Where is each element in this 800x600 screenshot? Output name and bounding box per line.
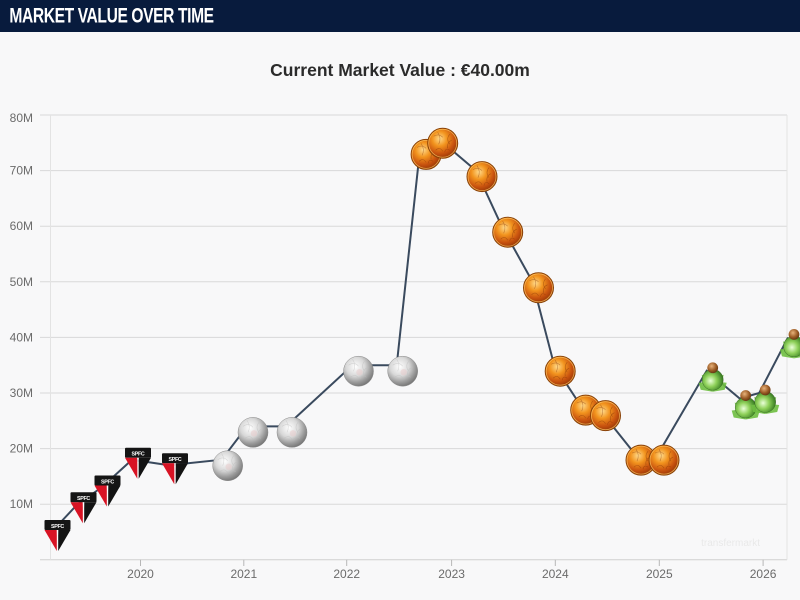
svg-text:30M: 30M bbox=[10, 386, 33, 400]
svg-text:2020: 2020 bbox=[127, 567, 154, 581]
svg-text:10M: 10M bbox=[10, 497, 33, 511]
svg-text:50M: 50M bbox=[10, 275, 33, 289]
svg-text:20M: 20M bbox=[10, 442, 33, 456]
svg-text:60M: 60M bbox=[10, 219, 33, 233]
svg-text:40M: 40M bbox=[10, 330, 33, 344]
svg-text:transfermarkt: transfermarkt bbox=[701, 538, 760, 549]
svg-text:2025: 2025 bbox=[646, 567, 673, 581]
svg-text:80M: 80M bbox=[10, 113, 33, 125]
svg-text:70M: 70M bbox=[10, 164, 33, 178]
svg-text:2022: 2022 bbox=[333, 567, 360, 581]
svg-text:2026: 2026 bbox=[750, 567, 777, 581]
svg-text:2023: 2023 bbox=[438, 567, 465, 581]
svg-text:2024: 2024 bbox=[542, 567, 569, 581]
svg-text:2021: 2021 bbox=[230, 567, 257, 581]
